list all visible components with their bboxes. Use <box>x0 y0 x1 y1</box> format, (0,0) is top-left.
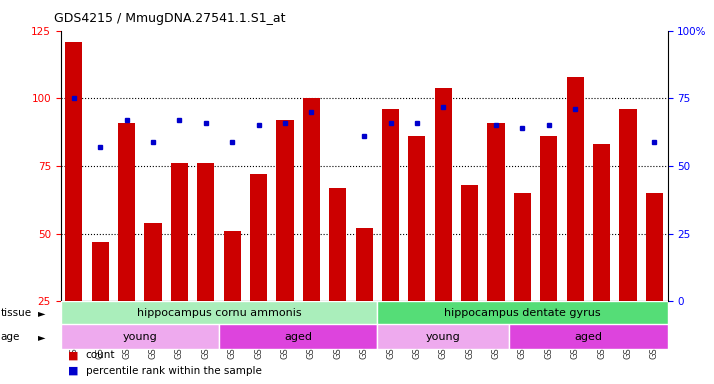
Bar <box>250 174 267 301</box>
Bar <box>65 41 82 301</box>
Bar <box>356 228 373 301</box>
Bar <box>461 185 478 301</box>
Text: young: young <box>426 332 461 342</box>
Bar <box>219 324 377 349</box>
Bar <box>144 223 161 301</box>
Text: age: age <box>1 332 20 342</box>
Bar <box>171 163 188 301</box>
Bar <box>61 324 219 349</box>
Text: GDS4215 / MmugDNA.27541.1.S1_at: GDS4215 / MmugDNA.27541.1.S1_at <box>54 12 285 25</box>
Text: count: count <box>86 350 115 360</box>
Bar <box>509 324 668 349</box>
Bar <box>377 301 668 324</box>
Bar <box>223 231 241 301</box>
Bar <box>488 123 505 301</box>
Text: young: young <box>123 332 157 342</box>
Bar <box>620 109 637 301</box>
Bar <box>377 324 509 349</box>
Bar <box>276 120 293 301</box>
Text: ■: ■ <box>68 366 79 376</box>
Text: aged: aged <box>284 332 312 342</box>
Bar <box>91 242 109 301</box>
Text: percentile rank within the sample: percentile rank within the sample <box>86 366 261 376</box>
Bar <box>593 144 610 301</box>
Bar <box>329 188 346 301</box>
Text: ►: ► <box>38 308 45 318</box>
Text: hippocampus dentate gyrus: hippocampus dentate gyrus <box>444 308 600 318</box>
Bar <box>646 193 663 301</box>
Text: tissue: tissue <box>1 308 32 318</box>
Bar <box>382 109 399 301</box>
Text: ►: ► <box>38 332 45 342</box>
Bar <box>567 77 584 301</box>
Bar <box>61 301 377 324</box>
Text: hippocampus cornu ammonis: hippocampus cornu ammonis <box>136 308 301 318</box>
Text: aged: aged <box>575 332 603 342</box>
Bar <box>514 193 531 301</box>
Bar <box>118 123 135 301</box>
Bar <box>540 136 558 301</box>
Text: ■: ■ <box>68 350 79 360</box>
Bar <box>197 163 214 301</box>
Bar <box>435 88 452 301</box>
Bar <box>303 98 320 301</box>
Bar <box>408 136 426 301</box>
